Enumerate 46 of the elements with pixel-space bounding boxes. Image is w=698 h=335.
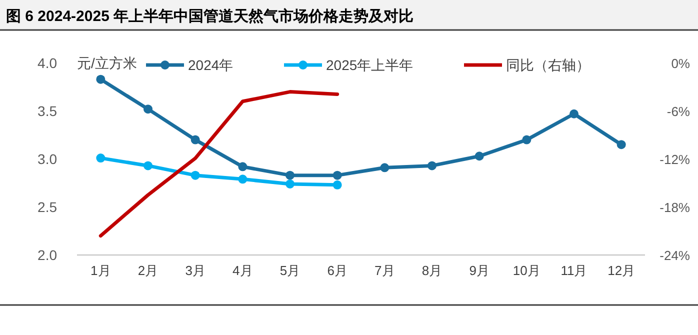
- point: [190, 135, 200, 144]
- point: [380, 163, 390, 172]
- x-tick-label: 10月: [512, 263, 540, 278]
- point: [428, 161, 436, 170]
- point: [332, 180, 342, 190]
- y-tick-label: 3.0: [38, 151, 58, 167]
- y2-tick-label: 0%: [671, 56, 690, 71]
- point: [238, 162, 248, 172]
- y2-tick-label: -12%: [660, 152, 690, 167]
- x-tick-label: 8月: [422, 263, 442, 278]
- y2-tick-label: -18%: [660, 200, 690, 215]
- x-tick-label: 1月: [90, 263, 111, 278]
- x-tick-label: 5月: [280, 263, 300, 278]
- point: [96, 154, 106, 163]
- y-axis-title: 元/立方米: [77, 55, 137, 71]
- y-tick-label: 2.5: [38, 199, 58, 215]
- point: [144, 104, 152, 114]
- point: [332, 170, 342, 180]
- line-series: [98, 90, 340, 238]
- point: [522, 135, 532, 144]
- x-tick-label: 11月: [560, 263, 588, 278]
- x-tick-label: 2月: [138, 263, 158, 278]
- x-tick-label: 7月: [374, 263, 395, 278]
- legend-label: 同比（右轴）: [506, 57, 590, 73]
- chart-title: 图 6 2024-2025 年上半年中国管道天然气市场价格走势及对比: [6, 7, 414, 25]
- y2-tick-label: -6%: [666, 104, 690, 119]
- point: [286, 179, 294, 188]
- x-tick-label: 3月: [185, 263, 206, 278]
- x-tick-label: 9月: [469, 263, 490, 278]
- point: [570, 109, 578, 118]
- point: [96, 74, 106, 84]
- point: [474, 152, 484, 161]
- point: [190, 170, 200, 180]
- point: [616, 140, 626, 150]
- y-tick-label: 3.5: [38, 103, 58, 119]
- x-tick-label: 12月: [608, 263, 636, 278]
- legend-label: 2024年: [188, 57, 234, 73]
- y2-tick-label: -24%: [660, 248, 690, 263]
- point: [144, 161, 152, 170]
- x-tick-label: 4月: [232, 263, 253, 278]
- y-tick-label: 2.0: [38, 247, 58, 263]
- y-tick-label: 4.0: [38, 55, 58, 71]
- x-tick-label: 6月: [327, 263, 348, 278]
- legend-label: 2025年上半年: [326, 57, 414, 73]
- point: [286, 170, 294, 180]
- point: [238, 174, 248, 184]
